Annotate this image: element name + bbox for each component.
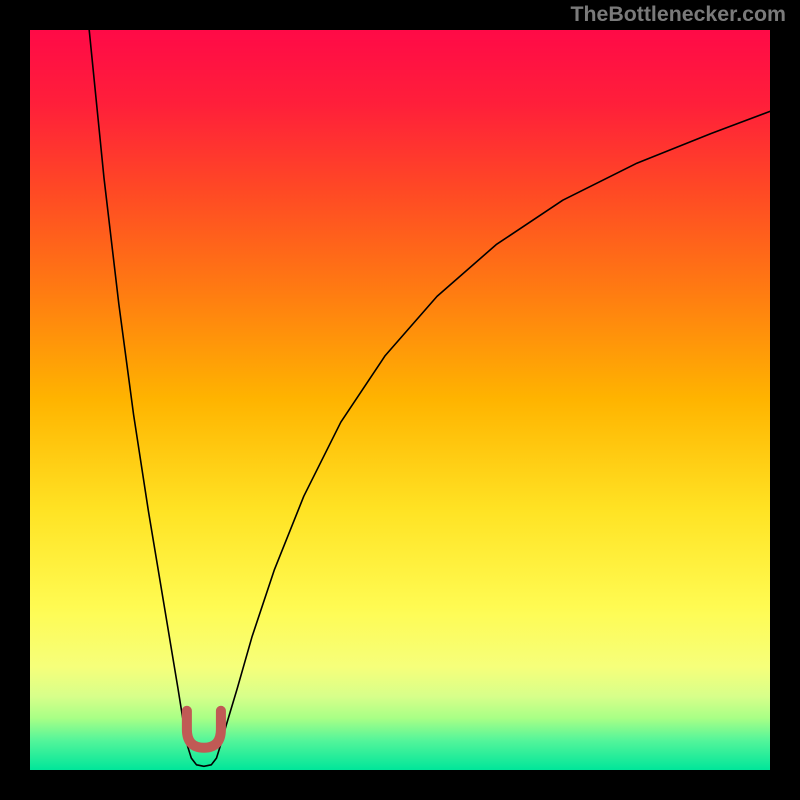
plot-area [30,30,770,770]
chart-stage: TheBottlenecker.com [0,0,800,800]
sweet-spot-marker [187,711,221,748]
watermark-text: TheBottlenecker.com [570,2,786,27]
curve-layer [30,30,770,770]
bottleneck-curve [89,30,770,766]
